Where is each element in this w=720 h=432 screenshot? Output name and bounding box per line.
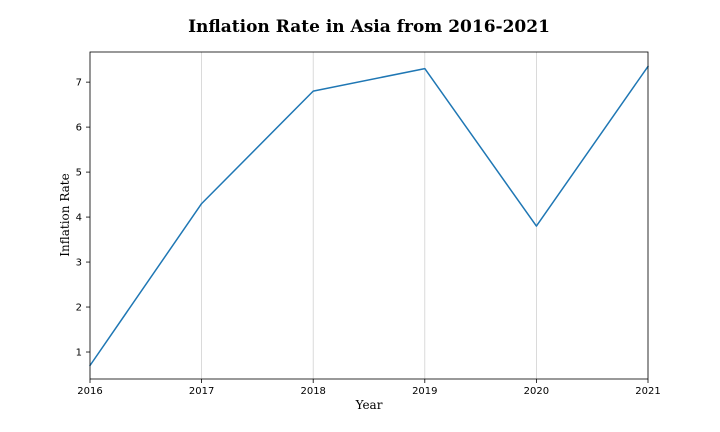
- x-tick-label: 2020: [524, 386, 549, 397]
- series-line: [89, 65, 649, 367]
- x-tick-label: 2019: [412, 386, 437, 397]
- x-tick-label: 2018: [300, 386, 325, 397]
- plot-frame: [89, 51, 649, 380]
- y-tick-label: 2: [76, 303, 82, 314]
- series-layer: [89, 65, 649, 367]
- grid-lines: [89, 52, 649, 379]
- y-tick-label: 5: [76, 168, 82, 179]
- x-tick-label: 2016: [77, 386, 102, 397]
- chart-title: Inflation Rate in Asia from 2016-2021: [188, 17, 550, 37]
- x-tick-label: 2017: [189, 386, 214, 397]
- y-axis-ticks: 1 2 3 4 5 6 7: [76, 78, 90, 359]
- x-tick-label: 2021: [635, 386, 660, 397]
- y-tick-label: 7: [76, 78, 82, 89]
- y-tick-label: 6: [76, 123, 82, 134]
- y-tick-label: 3: [76, 258, 82, 269]
- x-axis-label: Year: [355, 398, 383, 412]
- y-tick-label: 4: [76, 213, 82, 224]
- x-axis-ticks: 2016 2017 2018 2019 2020 2021: [77, 379, 661, 397]
- y-axis-label: Inflation Rate: [58, 173, 72, 256]
- y-tick-label: 1: [76, 348, 82, 359]
